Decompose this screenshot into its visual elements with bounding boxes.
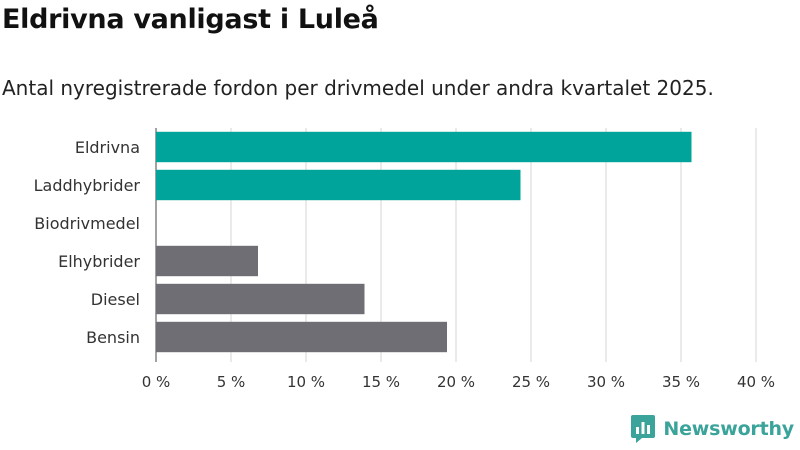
bar [156,169,521,201]
newsworthy-logo: Newsworthy [630,414,794,444]
bars [156,131,692,353]
category-label: Elhybrider [58,252,140,271]
category-label: Biodrivmedel [34,214,140,233]
category-label: Bensin [86,328,140,347]
logo-text: Newsworthy [663,418,794,440]
x-tick-label: 10 % [287,373,325,391]
bar [156,283,365,315]
newsworthy-logo-icon [631,415,656,443]
bar [156,245,258,277]
category-label: Diesel [91,290,140,309]
chart-title: Eldrivna vanligast i Luleå [2,4,379,35]
x-tick-labels: 0 % 5 % 10 % 15 % 20 % 25 % 30 % 35 % 40 % [142,373,775,391]
bar [156,131,692,163]
category-label: Laddhybrider [34,176,141,195]
x-tick-label: 25 % [512,373,550,391]
x-tick-label: 15 % [362,373,400,391]
x-tick-label: 40 % [737,373,775,391]
category-labels: Eldrivna Laddhybrider Biodrivmedel Elhybrid… [34,138,141,347]
x-tick-label: 35 % [662,373,700,391]
x-tick-label: 20 % [437,373,475,391]
x-tick-label: 5 % [217,373,246,391]
x-tick-label: 30 % [587,373,625,391]
x-tick-label: 0 % [142,373,171,391]
category-label: Eldrivna [75,138,140,157]
chart-subtitle: Antal nyregistrerade fordon per drivmede… [2,76,714,100]
bar [156,321,447,353]
